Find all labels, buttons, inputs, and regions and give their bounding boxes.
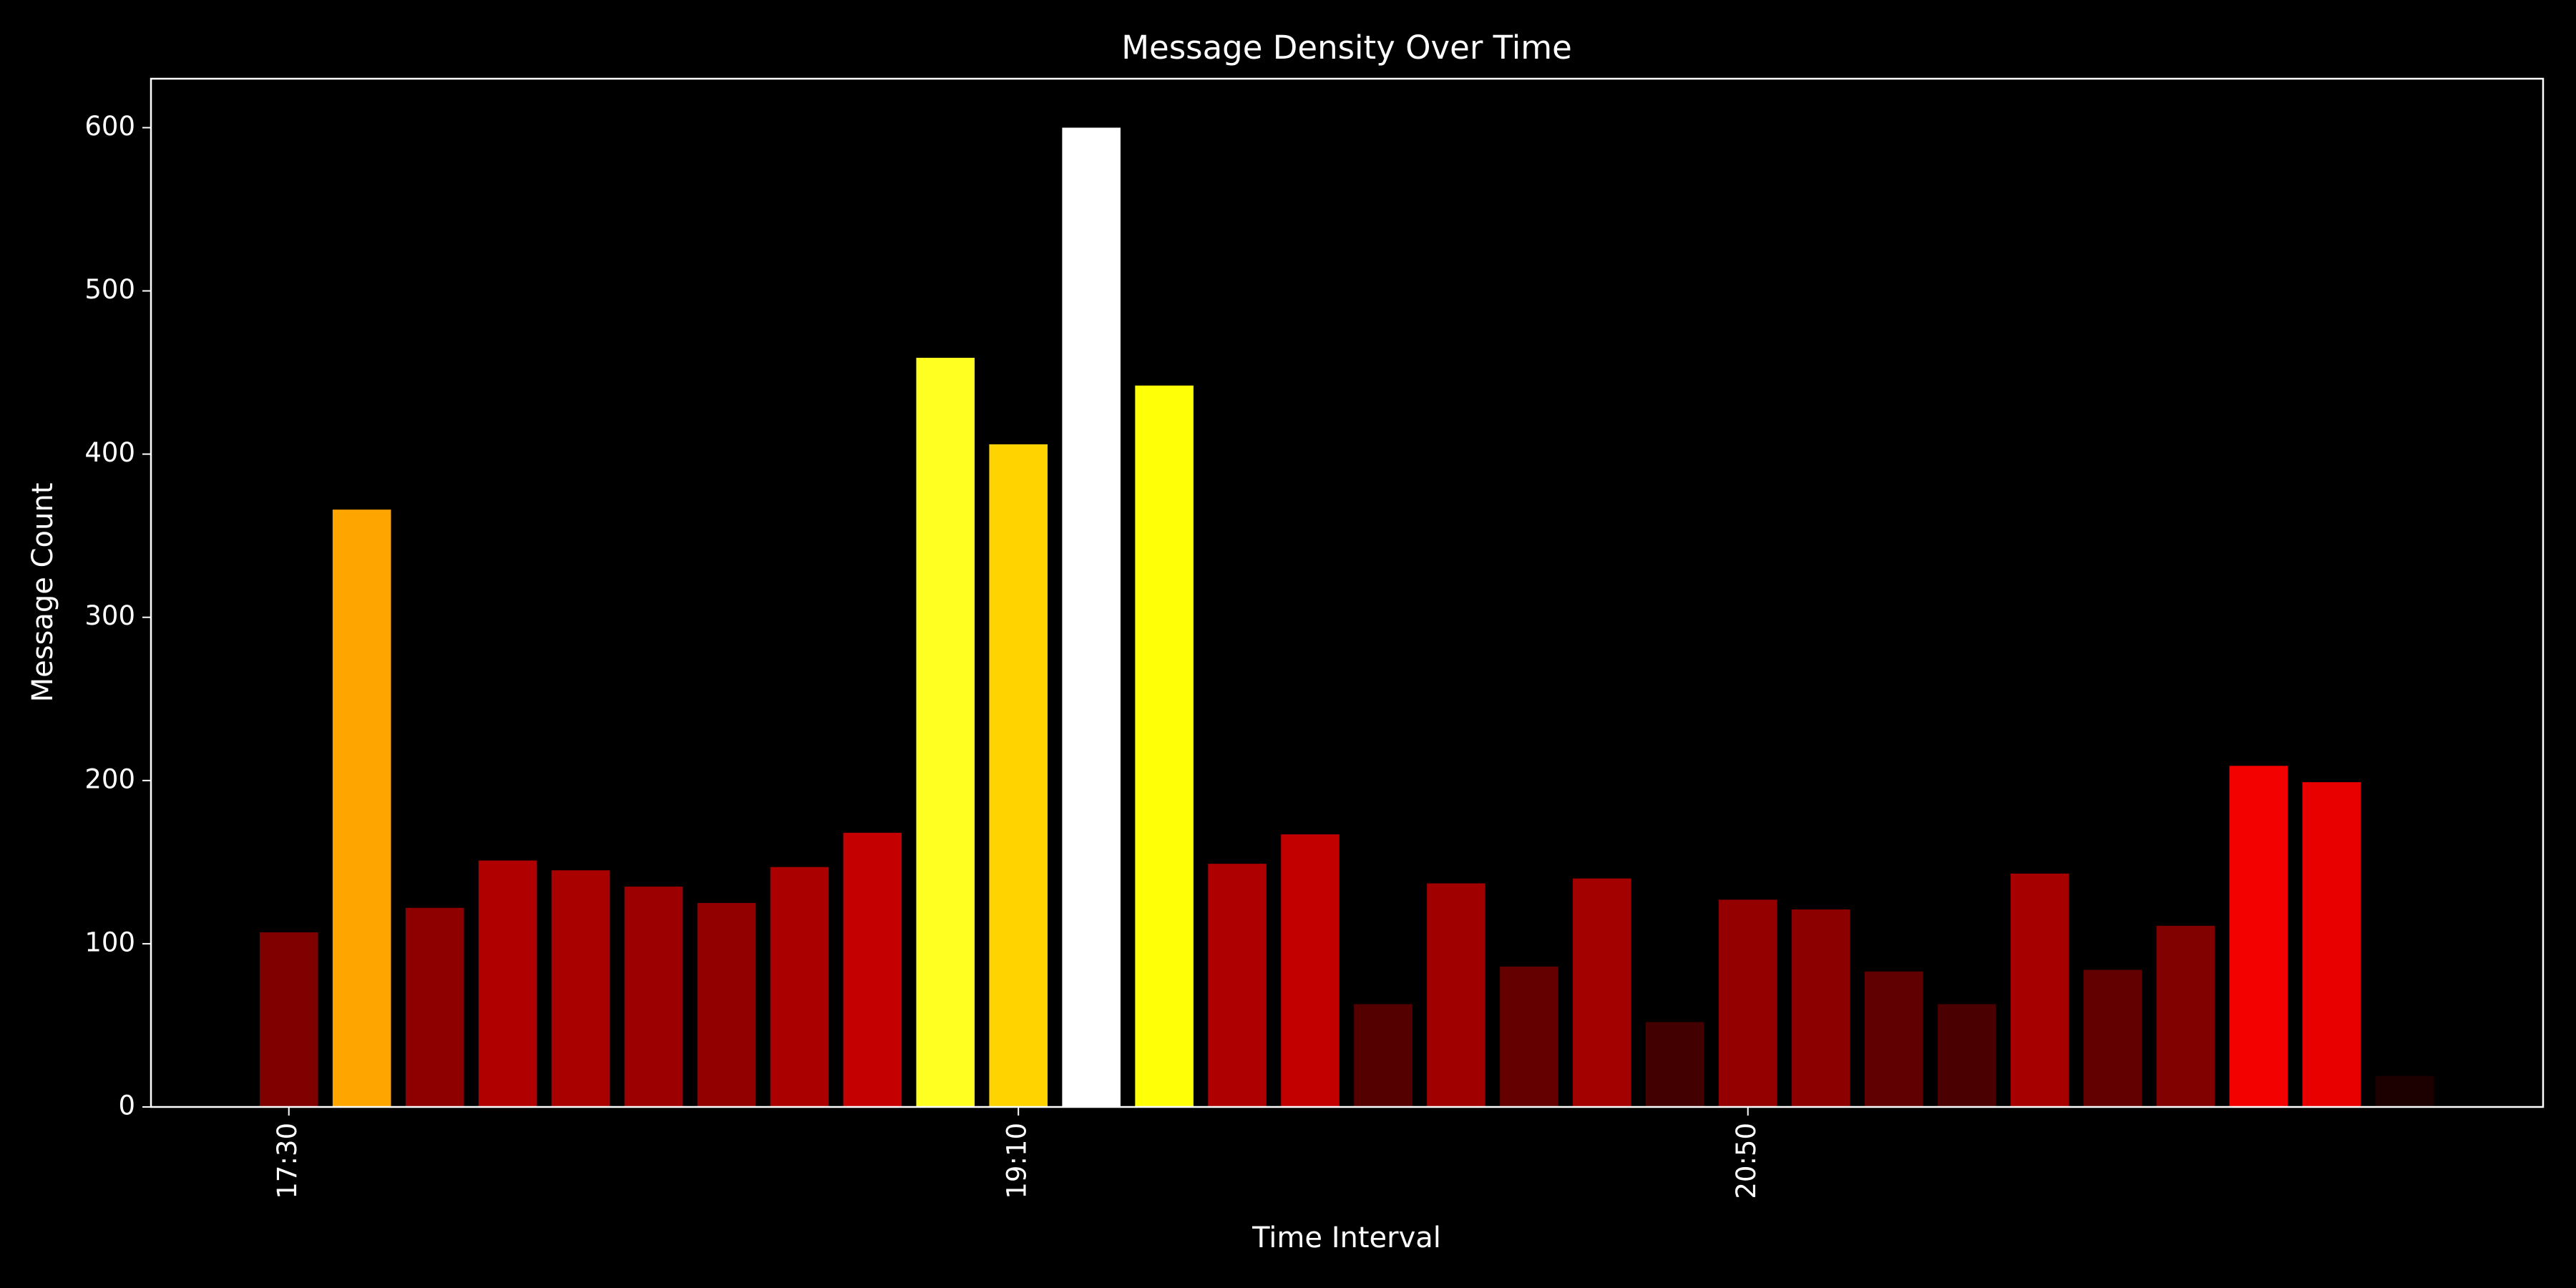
bar xyxy=(478,860,537,1107)
bar xyxy=(1718,899,1777,1107)
bar xyxy=(332,509,391,1107)
bar xyxy=(1937,1004,1996,1107)
y-tick-label: 100 xyxy=(84,927,135,957)
bar xyxy=(1500,966,1558,1107)
bar xyxy=(770,867,829,1107)
bar xyxy=(259,932,318,1107)
x-tick-label: 17:30 xyxy=(272,1123,303,1199)
bar xyxy=(1864,971,1923,1107)
bar xyxy=(2083,970,2142,1107)
bar xyxy=(1281,834,1340,1107)
plot-frame xyxy=(150,77,2545,1108)
bar xyxy=(1645,1022,1704,1107)
bar xyxy=(405,907,464,1107)
y-tick-label: 400 xyxy=(84,437,135,468)
bar xyxy=(1427,883,1485,1107)
bar xyxy=(916,358,975,1107)
y-tick-label: 200 xyxy=(84,763,135,794)
bar xyxy=(1791,909,1850,1107)
bar xyxy=(2375,1075,2434,1107)
y-axis-label: Message Count xyxy=(26,483,59,703)
y-tick-label: 0 xyxy=(118,1091,135,1121)
bar xyxy=(1573,878,1631,1107)
bar xyxy=(2302,782,2361,1107)
x-tick-label: 20:50 xyxy=(1731,1123,1762,1199)
bar xyxy=(2156,925,2215,1107)
bar xyxy=(1062,127,1121,1107)
bar xyxy=(624,887,683,1107)
y-tick-label: 600 xyxy=(84,111,135,142)
y-tick-label: 300 xyxy=(84,600,135,631)
bar xyxy=(989,444,1048,1107)
chart-title: Message Density Over Time xyxy=(1121,29,1572,67)
bar xyxy=(1354,1004,1413,1107)
bar xyxy=(1135,385,1194,1107)
y-tick-label: 500 xyxy=(84,274,135,305)
bar xyxy=(697,902,756,1107)
bar xyxy=(2229,766,2288,1107)
bar xyxy=(2010,873,2069,1107)
bar xyxy=(1208,864,1267,1107)
bar xyxy=(551,870,610,1107)
x-axis-label: Time Interval xyxy=(1252,1221,1441,1254)
bar xyxy=(843,832,902,1107)
x-tick-label: 19:10 xyxy=(1002,1123,1033,1199)
